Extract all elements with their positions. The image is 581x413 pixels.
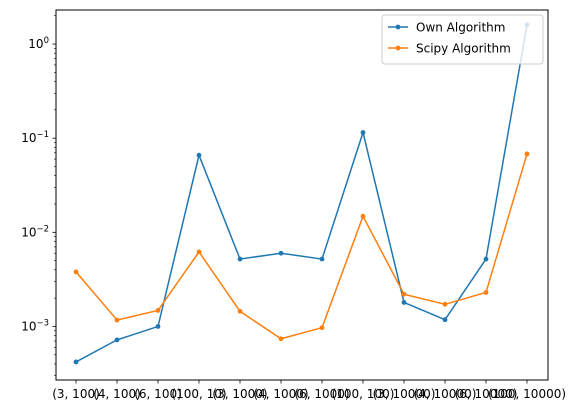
series-1-point [319,256,325,262]
series-2-point [401,291,407,297]
series-1-point [442,317,448,323]
series-layer [73,22,530,365]
series-2-point [73,269,79,275]
series-2-point [442,301,448,307]
x-tick-label: (4, 100) [93,387,141,401]
x-tick-label: (3, 100) [52,387,100,401]
y-tick-exponent: −2 [36,224,49,234]
legend: Own Algorithm Scipy Algorithm [381,14,544,65]
series-1-point [114,337,120,343]
series-line-2 [75,153,528,340]
x-tick-label: (3, 1000) [212,387,267,401]
series-1-point [237,256,243,262]
legend-swatch-marker [395,45,401,51]
series-2-point [196,249,202,255]
series-1-point [196,152,202,158]
y-tick-label: 10−1 [21,130,49,145]
x-tick-label: (100, 10) [171,387,226,401]
series-1-point [155,324,161,329]
y-tick-base: 10 [28,37,43,51]
series-1-point [73,359,79,365]
x-tick-label: (3, 10000) [373,387,436,401]
series-2-point [114,317,120,323]
y-tick-exponent: −3 [36,318,49,328]
series-2-point [237,308,243,314]
series-2-point [360,213,366,219]
y-tick-label: 10−3 [21,318,49,333]
legend-box [381,14,544,65]
series-2-point [524,151,530,157]
series-1-point [360,130,366,135]
y-tick-label: 100 [28,36,49,51]
legend-swatch-marker [395,24,401,30]
y-tick-label: 10−2 [21,224,49,239]
series-1-point [483,256,489,262]
x-tick-label: (100, 10000) [488,387,566,401]
plot-area [55,9,549,381]
x-tick-label: (100, 100) [332,387,395,401]
series-2-point [278,336,284,342]
x-tick-label: (6, 1000) [294,387,349,401]
series-1-point [401,300,407,305]
legend-label: Scipy Algorithm [416,42,511,56]
x-tick-label: (4, 1000) [253,387,308,401]
series-2-point [155,308,161,313]
legend-label: Own Algorithm [416,21,505,35]
series-2-point [319,325,325,331]
y-tick-base: 10 [21,319,36,333]
x-tick-label: (4, 10000) [414,387,477,401]
y-tick-base: 10 [21,131,36,145]
x-tick-label: (6, 100) [134,387,182,401]
y-tick-exponent: 0 [44,36,49,46]
x-axis: (3, 100)(4, 100)(6, 100)(100, 10)(3, 100… [52,380,566,401]
series-1-point [278,250,284,256]
series-2-point [483,290,489,295]
series-line-1 [75,24,528,363]
x-tick-label: (6, 10000) [455,387,518,401]
y-tick-exponent: −1 [36,130,49,140]
y-tick-base: 10 [21,225,36,239]
